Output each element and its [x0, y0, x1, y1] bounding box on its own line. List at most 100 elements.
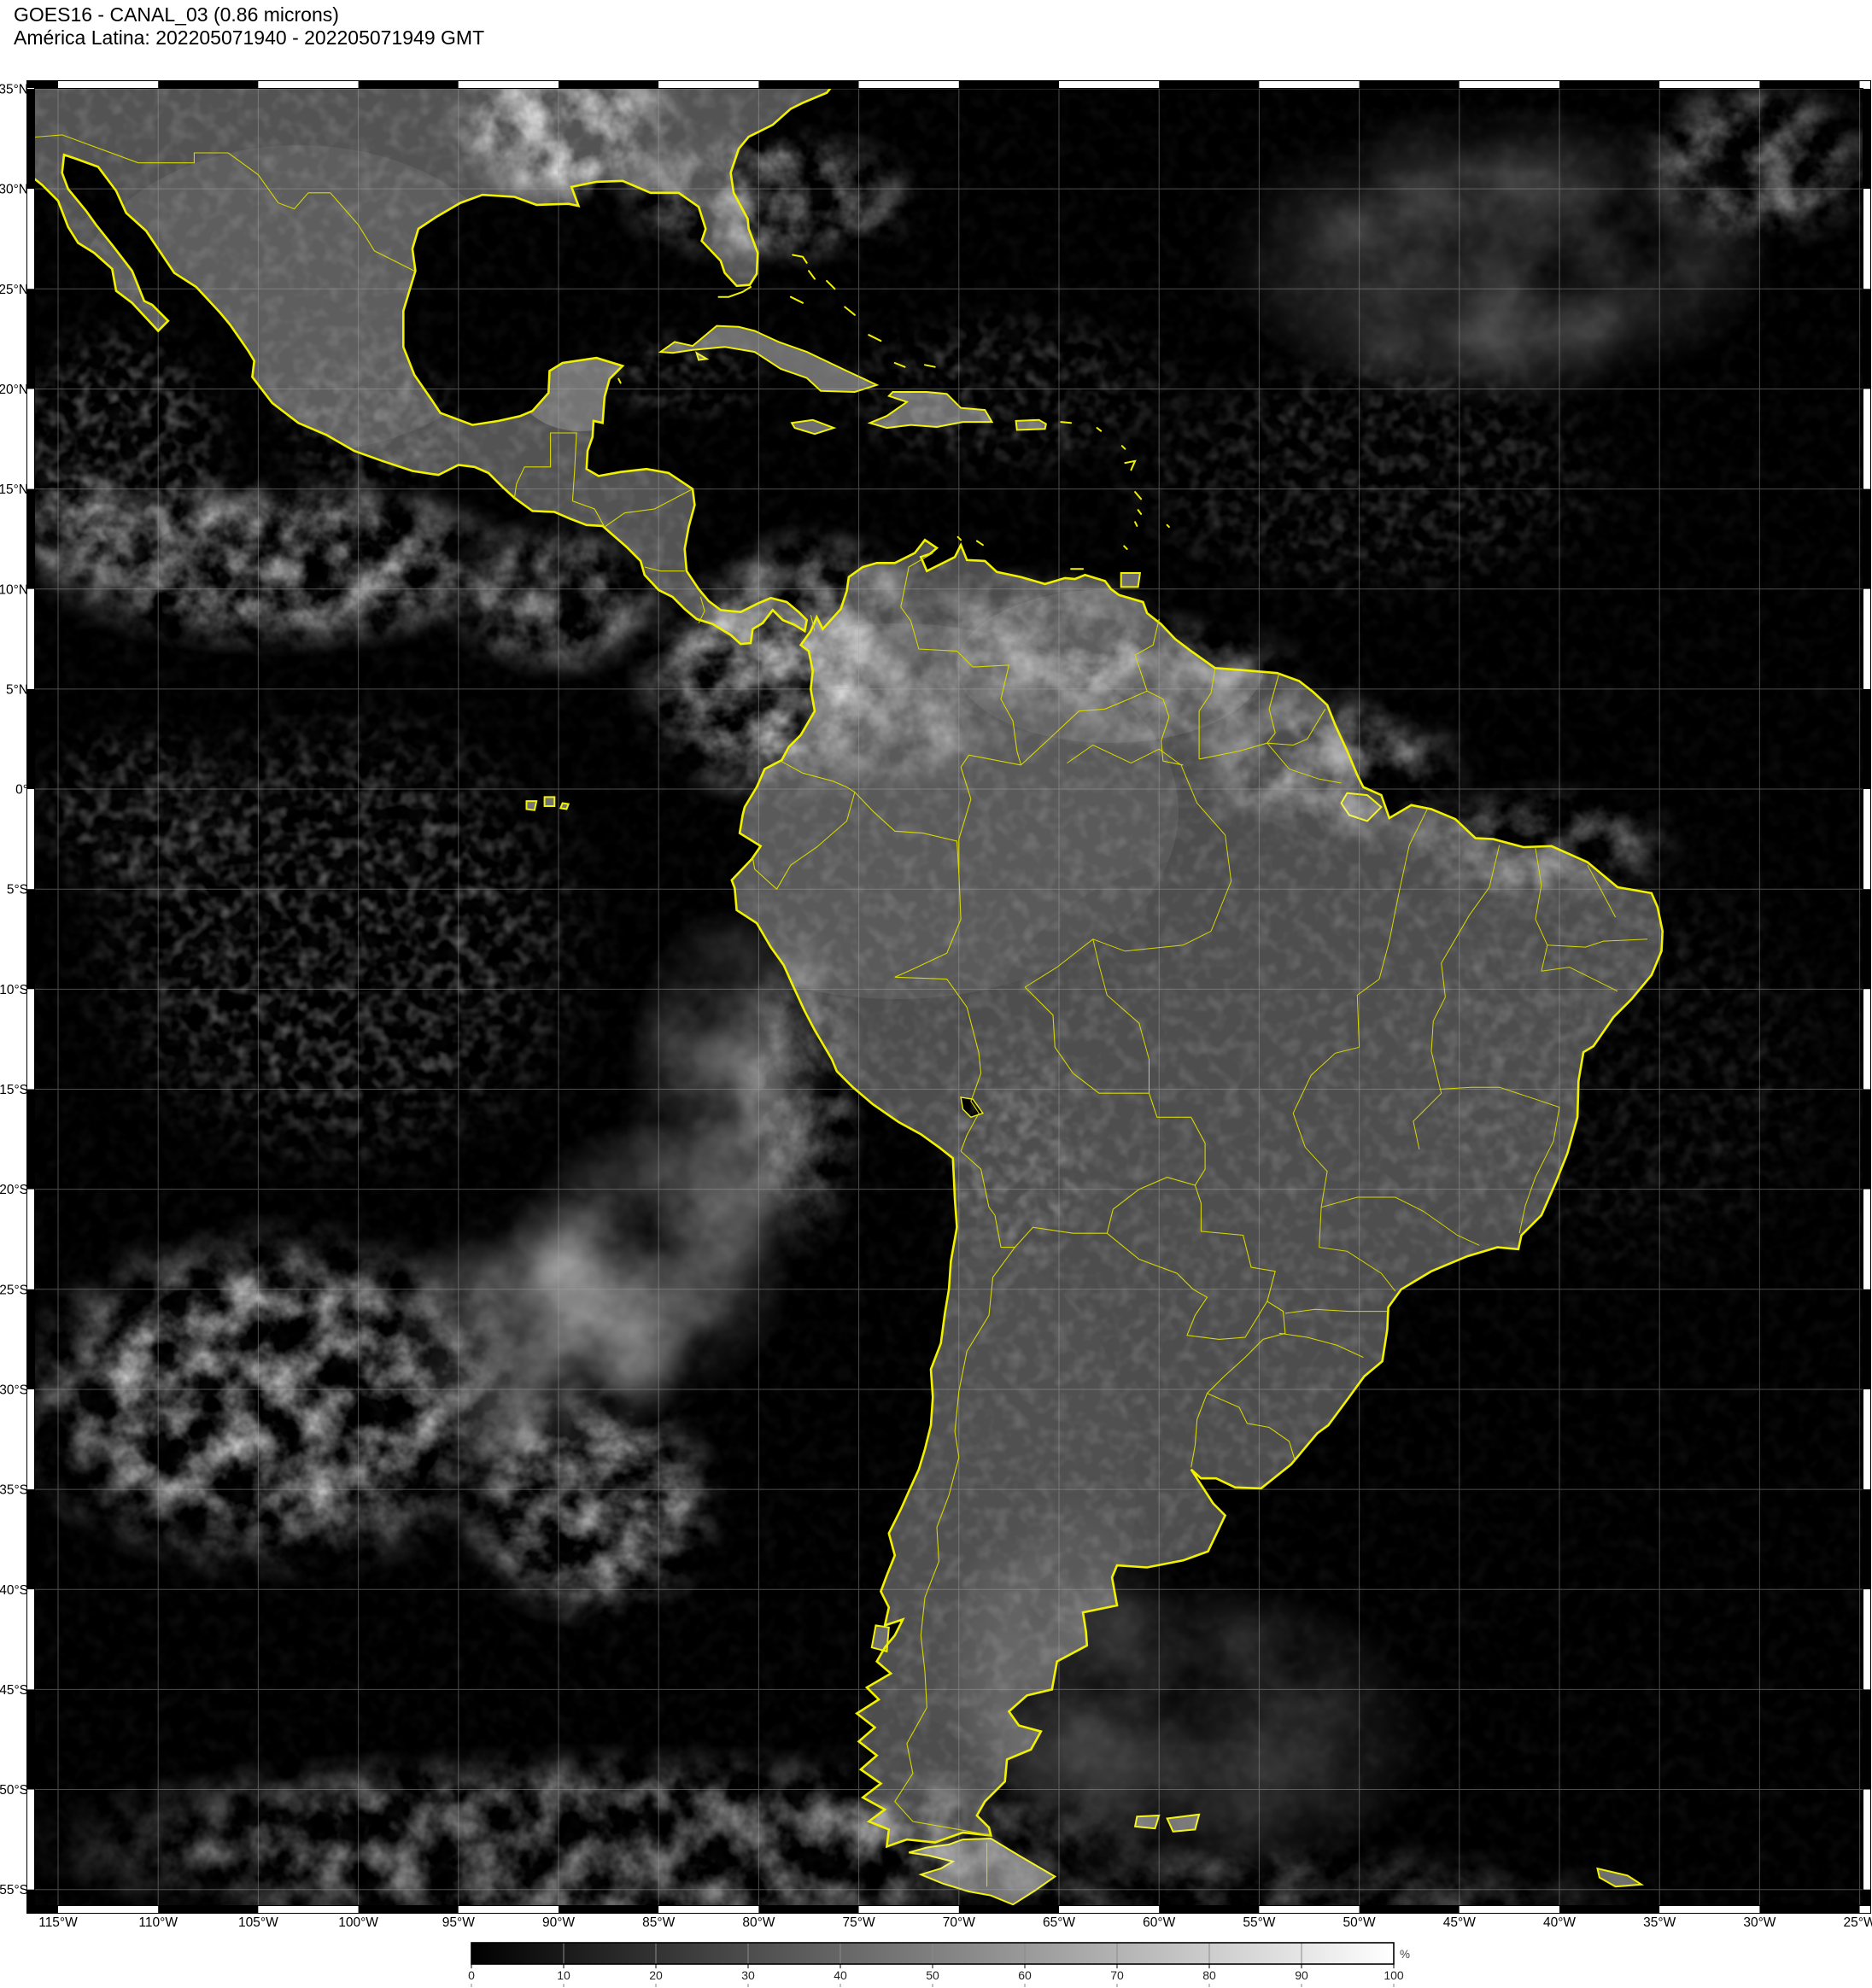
frame-segment-top: [26, 80, 58, 88]
island-speck: [1134, 491, 1143, 500]
country-border: [894, 976, 968, 1008]
frame-outer-line: [26, 80, 1871, 1914]
lon-tick-label: 90°W: [542, 1915, 575, 1930]
lon-tick-label: 100°W: [338, 1915, 378, 1930]
lon-tick-label: 45°W: [1443, 1915, 1476, 1930]
frame-segment-right: [1863, 1489, 1871, 1590]
state-border: [1024, 930, 1212, 988]
state-border: [1284, 1308, 1388, 1314]
country-border: [34, 134, 415, 272]
lon-tick-label: 110°W: [138, 1915, 178, 1930]
frame-segment-top: [358, 80, 459, 88]
lat-tick-label: 5°N: [6, 682, 28, 697]
island-speck: [792, 254, 808, 264]
frame-segment-bottom: [58, 1906, 159, 1914]
country-border: [1198, 669, 1216, 759]
state-border: [1278, 1332, 1364, 1358]
frame-segment-top: [1459, 80, 1559, 88]
frame-segment-top: [758, 80, 859, 88]
country-border: [1207, 1393, 1296, 1462]
lon-tick-label: 65°W: [1043, 1915, 1075, 1930]
frame-segment-top: [1359, 80, 1460, 88]
frame-segment-top: [1159, 80, 1260, 88]
colorbar-tick-label: 10: [557, 1968, 570, 1982]
frame-segment-right: [1863, 1289, 1871, 1389]
state-border: [1518, 1107, 1560, 1234]
colorbar-tick-label: 40: [834, 1968, 847, 1982]
colorbar-tick-label: 70: [1110, 1968, 1124, 1982]
lon-tick-label: 85°W: [642, 1915, 675, 1930]
frame-segment-left: [26, 189, 34, 289]
island-speck: [956, 535, 962, 541]
island-speck: [868, 334, 882, 342]
island-speck: [1120, 445, 1126, 450]
state-border: [1067, 744, 1182, 766]
country-border: [1106, 1177, 1196, 1234]
lat-tick-label: 15°N: [0, 482, 28, 497]
frame-segment-right: [1863, 289, 1871, 389]
state-border: [1587, 864, 1617, 918]
frame-segment-top: [658, 80, 759, 88]
country-border: [958, 754, 1021, 874]
frame-segment-bottom: [958, 1906, 1059, 1914]
lat-tick-label: 25°N: [0, 283, 28, 297]
state-border: [1541, 967, 1618, 992]
lat-tick-label: 25°S: [0, 1283, 28, 1297]
colorbar-tick-label: 100: [1384, 1968, 1404, 1982]
frame-segment-bottom: [1159, 1906, 1260, 1914]
island-speck: [1166, 523, 1170, 529]
country-border: [604, 488, 693, 528]
state-border: [1547, 938, 1648, 948]
frame-segment-bottom: [1459, 1906, 1559, 1914]
state-border: [1267, 742, 1342, 784]
state-border: [1356, 809, 1428, 1048]
frame-segment-left: [26, 1789, 34, 1890]
lat-tick-label: 5°S: [7, 883, 28, 898]
frame-segment-right: [1863, 189, 1871, 289]
island-speck: [975, 540, 984, 547]
frame-segment-right: [1863, 89, 1871, 190]
frame-segment-bottom: [358, 1906, 459, 1914]
lat-tick-label: 10°S: [0, 983, 28, 997]
frame-segment-right: [1863, 889, 1871, 990]
lon-tick-label: 25°W: [1844, 1915, 1872, 1930]
state-border: [1092, 938, 1150, 1094]
frame-segment-top: [958, 80, 1059, 88]
lon-tick-label: 70°W: [943, 1915, 975, 1930]
country-border: [894, 1247, 1015, 1836]
frame-segment-top: [1559, 80, 1660, 88]
frame-segment-bottom: [1759, 1906, 1860, 1914]
south-america-coastline: [730, 538, 1664, 1849]
island-speck: [1096, 427, 1103, 432]
frame-segment-right: [1863, 1889, 1871, 1914]
island-speck: [1060, 421, 1073, 424]
country-border: [1194, 1184, 1276, 1302]
colorbar-tick-label: 0: [468, 1968, 475, 1982]
frame-segment-left: [26, 1089, 34, 1190]
country-border: [960, 1150, 1015, 1248]
frame-segment-right: [1863, 1189, 1871, 1289]
frame-segment-bottom: [1559, 1906, 1660, 1914]
country-border: [1146, 690, 1184, 766]
island-speck: [808, 270, 816, 280]
lat-tick-label: 20°N: [0, 383, 28, 397]
frame-segment-right: [1863, 588, 1871, 689]
lat-tick-label: 10°N: [0, 582, 28, 597]
country-border: [900, 553, 1022, 766]
country-border: [513, 432, 577, 501]
country-border: [1190, 1301, 1286, 1468]
lon-tick-label: 80°W: [742, 1915, 775, 1930]
island-speck: [924, 364, 936, 368]
lat-tick-label: 30°N: [0, 183, 28, 197]
frame-segment-right: [1863, 789, 1871, 890]
frame-segment-top: [458, 80, 559, 88]
frame-segment-bottom: [1059, 1906, 1160, 1914]
island-speck: [1123, 545, 1128, 550]
lon-tick-label: 115°W: [38, 1915, 78, 1930]
map-frame: [26, 80, 1871, 1914]
lon-tick-label: 50°W: [1343, 1915, 1376, 1930]
frame-segment-bottom: [658, 1906, 759, 1914]
frame-segment-left: [26, 1889, 34, 1914]
longitude-labels: 115°W 110°W 105°W 100°W 95°W 90°W 85°W 80°W 75°W…: [38, 1915, 1872, 1930]
